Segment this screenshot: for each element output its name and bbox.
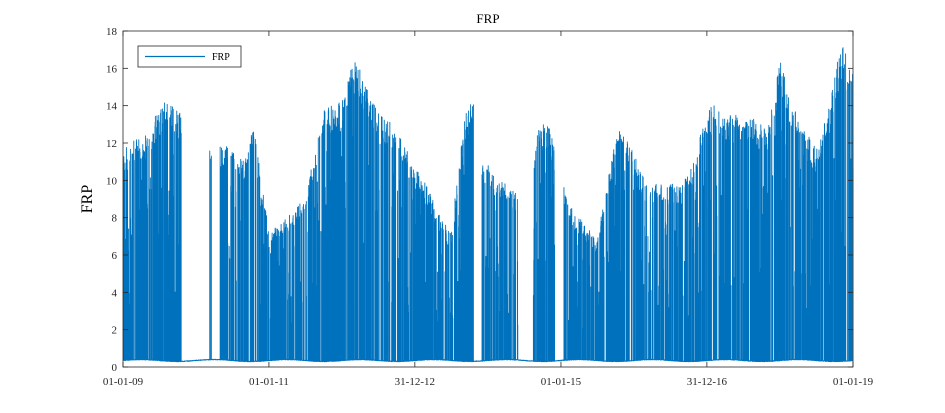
y-tick-label: 0 <box>112 362 118 374</box>
legend: FRP <box>137 45 242 68</box>
x-tick-label: 01-01-15 <box>541 376 582 388</box>
y-tick-label: 6 <box>112 250 118 262</box>
x-tick-label: 31-12-12 <box>395 376 435 388</box>
plot-box <box>122 30 854 368</box>
y-tick-label: 4 <box>112 287 118 299</box>
legend-entry-label: FRP <box>212 52 230 63</box>
y-tick-label: 12 <box>106 138 117 150</box>
series-frp-line <box>122 47 854 363</box>
y-tick-label: 14 <box>106 101 118 113</box>
y-tick-label: 18 <box>106 26 118 38</box>
ticks-layer: 0 2 4 6 8 10 12 14 16 18 01-01-09 01-01-11 31-12-12 0… <box>103 26 874 388</box>
y-tick-label: 2 <box>112 325 118 337</box>
x-tick-label: 01-01-11 <box>249 376 289 388</box>
y-tick-label: 16 <box>106 63 118 75</box>
y-tick-label: 10 <box>106 175 118 187</box>
x-tick-label: 31-12-16 <box>687 376 728 388</box>
x-tick-label: 01-01-19 <box>833 376 874 388</box>
chart-title: FRP <box>476 11 499 26</box>
y-axis-label: FRP <box>79 185 96 214</box>
series-layer <box>122 47 854 363</box>
x-tick-label: 01-01-09 <box>103 376 144 388</box>
y-tick-label: 8 <box>112 213 118 225</box>
